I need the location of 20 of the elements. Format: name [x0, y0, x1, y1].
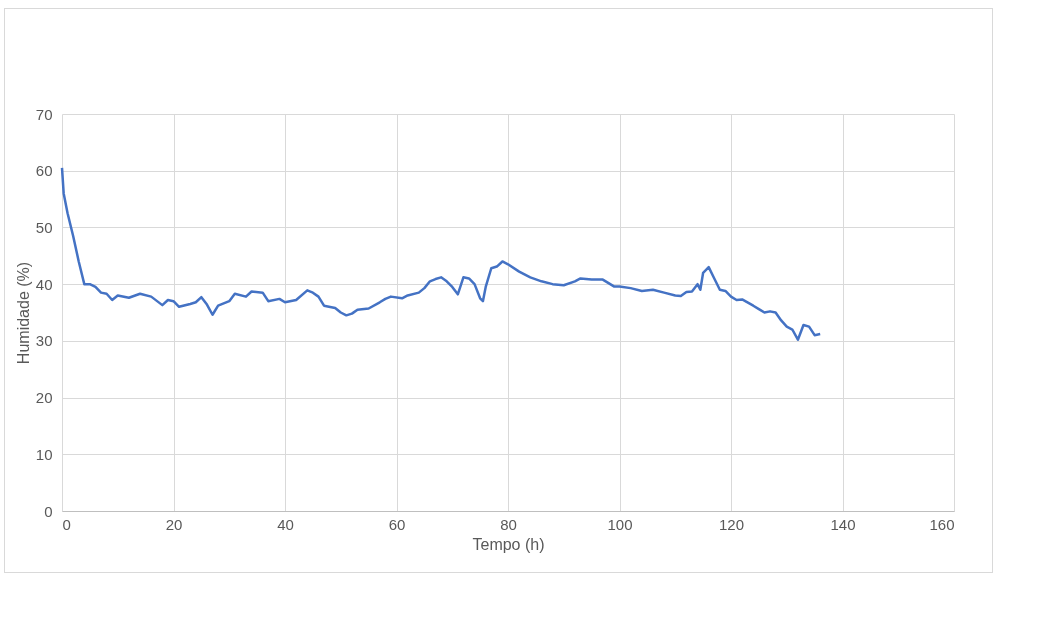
y-tick-label: 10: [35, 445, 53, 463]
x-tick-label: 100: [607, 515, 633, 533]
y-tick-label: 60: [35, 162, 53, 180]
x-tick-label: 80: [500, 515, 517, 533]
y-tick-label: 40: [35, 275, 53, 293]
x-tick-label: 60: [388, 515, 406, 533]
y-axis-title: Humidade (%): [14, 261, 32, 365]
x-tick-label: 140: [830, 515, 856, 533]
line-series: [60, 166, 822, 341]
x-tick-label: 20: [165, 515, 183, 533]
y-tick-label: 0: [44, 502, 53, 520]
y-tick-label: 30: [35, 332, 53, 350]
x-axis-title: Tempo (h): [472, 535, 545, 553]
x-tick-label: 160: [929, 515, 955, 533]
y-tick-label: 70: [35, 105, 53, 123]
y-tick-label: 20: [35, 389, 53, 407]
x-tick-label: 0: [62, 515, 71, 533]
x-tick-label: 120: [718, 515, 745, 533]
y-tick-label: 50: [35, 218, 53, 236]
x-tick-label: 40: [277, 515, 294, 533]
